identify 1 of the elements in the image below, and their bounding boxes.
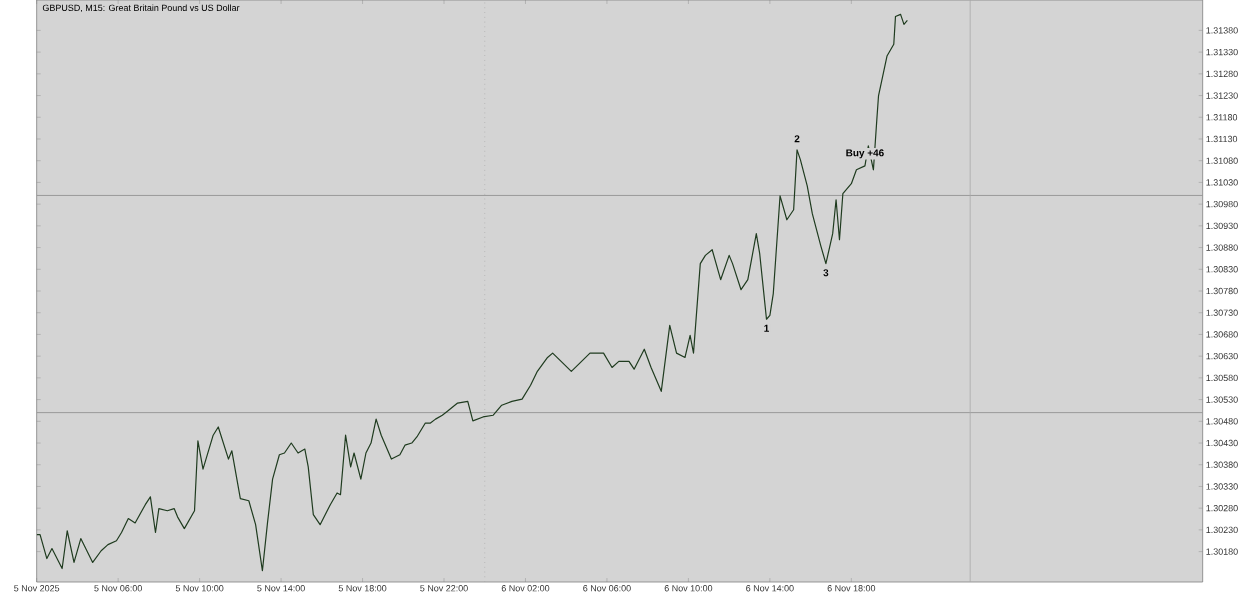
line-series [36,13,908,572]
